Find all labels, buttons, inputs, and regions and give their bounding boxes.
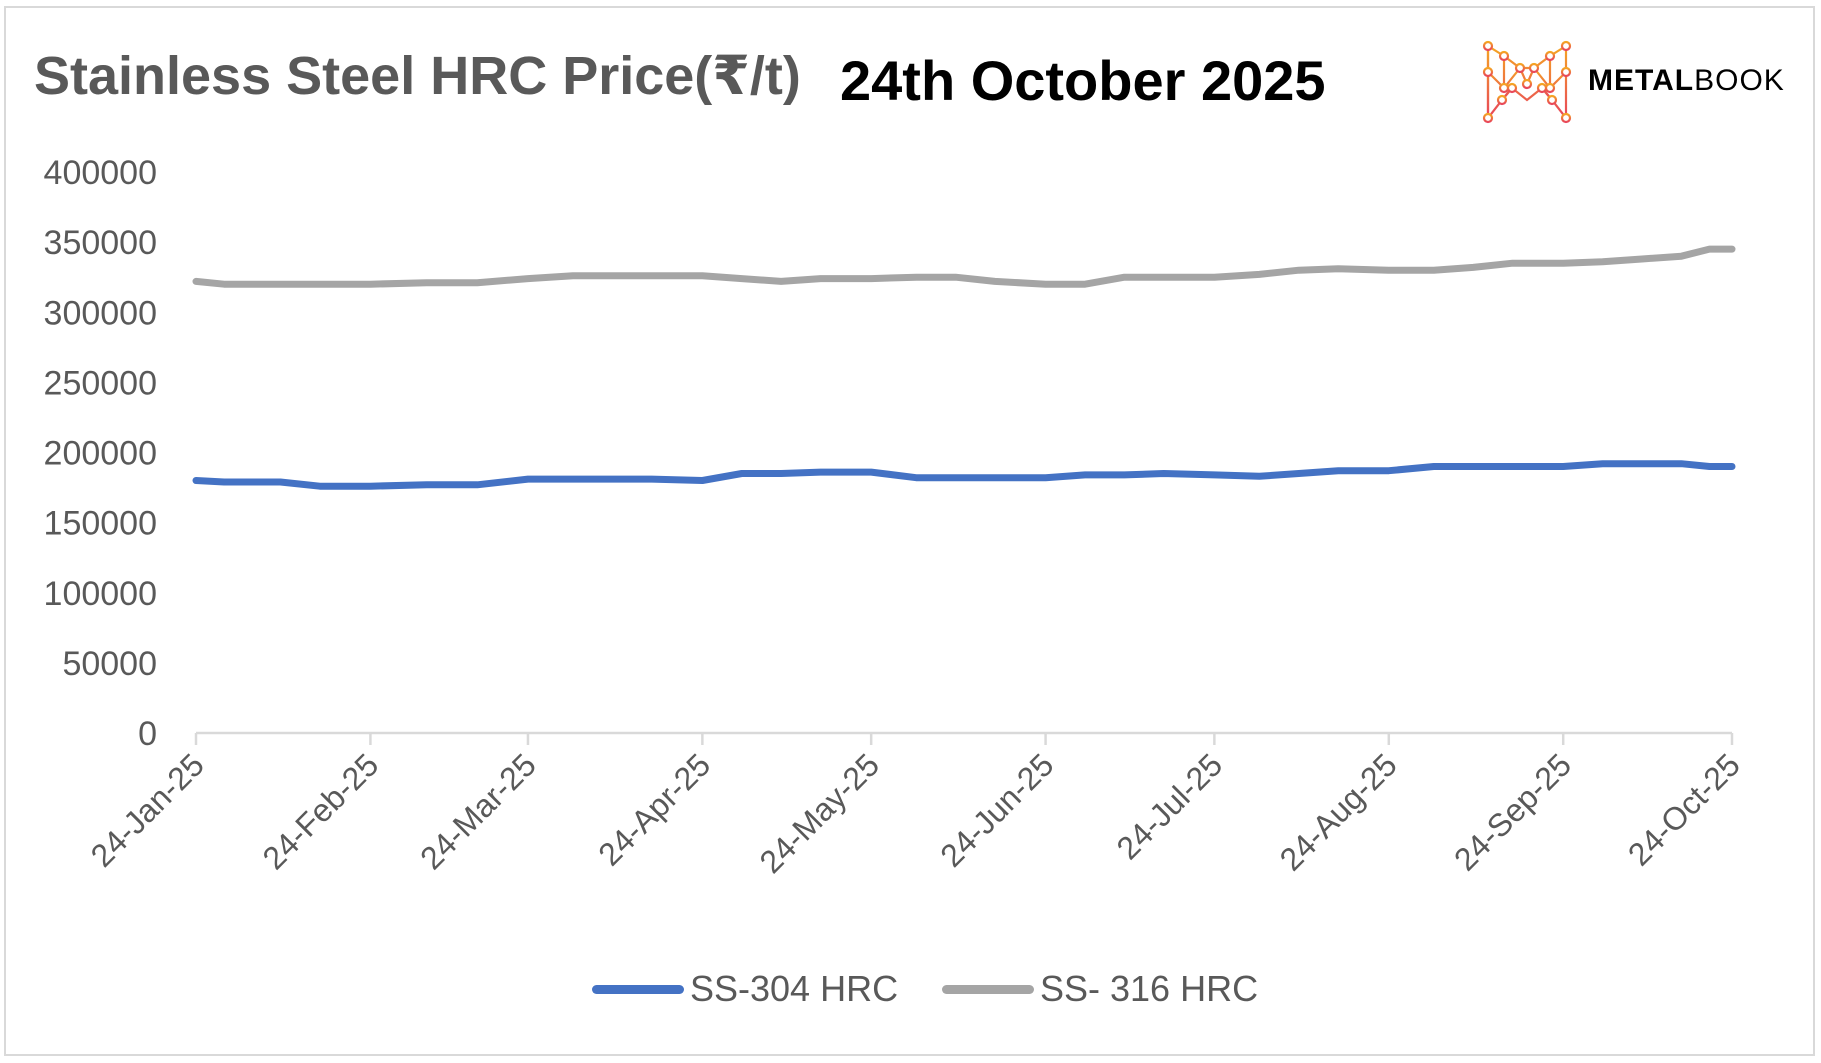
brand-name-part2: BOOK bbox=[1694, 64, 1785, 97]
legend-swatch-ss-304 bbox=[592, 984, 684, 994]
chart-date: 24th October 2025 bbox=[840, 49, 1326, 112]
x-tick-label: 24-Oct-25 bbox=[1621, 746, 1747, 872]
y-tick-label: 400000 bbox=[44, 154, 157, 192]
y-tick-label: 350000 bbox=[44, 224, 157, 262]
y-tick-label: 100000 bbox=[44, 575, 157, 613]
legend: SS-304 HRC SS- 316 HRC bbox=[0, 968, 1821, 1018]
legend-label-ss-316: SS- 316 HRC bbox=[1040, 968, 1259, 1009]
x-tick-label: 24-Mar-25 bbox=[413, 746, 543, 876]
brand-name-part1: METAL bbox=[1588, 64, 1695, 97]
series-layer bbox=[192, 245, 1736, 490]
x-tick-label: 24-Jan-25 bbox=[84, 746, 211, 873]
brand-name: METALBOOK bbox=[1588, 64, 1785, 98]
legend-swatch-ss-316 bbox=[942, 984, 1034, 994]
y-tick-label: 300000 bbox=[44, 294, 157, 332]
legend-label-ss-304: SS-304 HRC bbox=[690, 968, 899, 1009]
chart-frame bbox=[4, 6, 1815, 1056]
y-tick-label: 150000 bbox=[44, 505, 157, 543]
x-tick-label: 24-Feb-25 bbox=[256, 746, 386, 876]
x-tick-label: 24-Apr-25 bbox=[591, 746, 717, 872]
metalbook-logo-icon bbox=[1482, 40, 1572, 124]
x-tick-label: 24-Aug-25 bbox=[1273, 746, 1404, 877]
y-tick-label: 0 bbox=[138, 715, 157, 753]
legend-item-ss-316: SS- 316 HRC bbox=[942, 968, 1258, 1010]
x-axis: 24-Jan-25 24-Feb-25 24-Mar-25 24-Apr-25 24-M… bbox=[84, 731, 1747, 880]
x-tick-label: 24-Jun-25 bbox=[933, 746, 1060, 873]
x-tick-label: 24-May-25 bbox=[753, 746, 887, 880]
x-tick-label: 24-Sep-25 bbox=[1447, 746, 1578, 877]
chart-title: Stainless Steel HRC Price(₹/t) bbox=[34, 46, 801, 106]
series-line-1 bbox=[192, 245, 1736, 288]
y-tick-label: 200000 bbox=[44, 435, 157, 473]
y-tick-label: 50000 bbox=[62, 645, 157, 683]
y-tick-label: 250000 bbox=[44, 364, 157, 402]
y-axis: 0 50000 100000 150000 200000 250000 300000 3500… bbox=[44, 154, 157, 753]
x-tick-label: 24-Jul-25 bbox=[1110, 746, 1230, 866]
series-line-0 bbox=[192, 460, 1736, 490]
legend-item-ss-304: SS-304 HRC bbox=[592, 968, 898, 1010]
